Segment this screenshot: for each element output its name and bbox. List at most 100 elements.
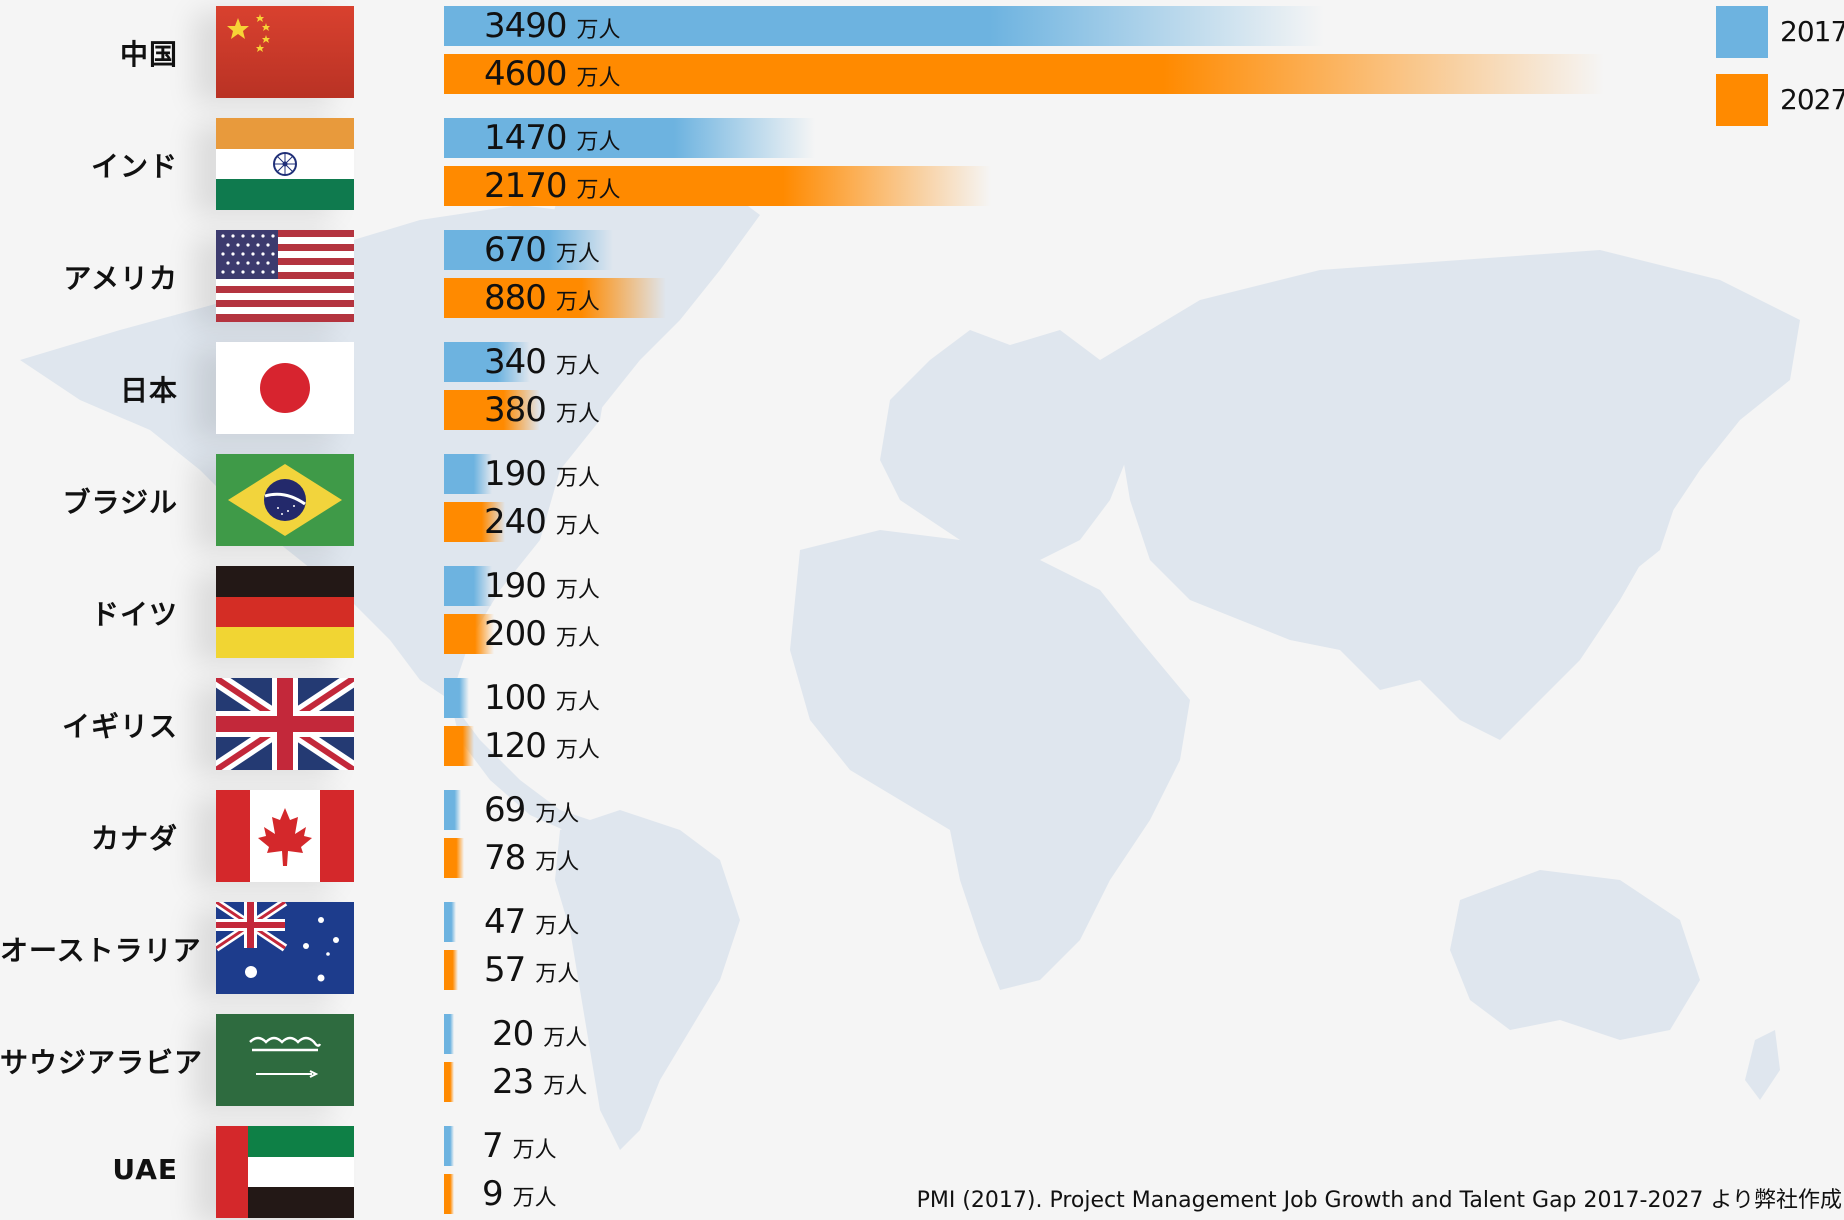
value-unit: 万人 (535, 962, 580, 987)
value-number: 240 (484, 502, 547, 542)
saudi-arabia-flag (216, 1014, 354, 1106)
bar-2027-6 (444, 614, 495, 654)
source-caption: PMI (2017). Project Management Job Growt… (916, 1188, 1842, 1213)
bar-2027-7 (444, 726, 475, 766)
value-number: 47 (484, 902, 526, 942)
value-label-2017-7: 100 万人 (484, 678, 600, 718)
value-unit: 万人 (555, 354, 600, 379)
africa-landmass (790, 530, 1190, 990)
germany-flag (216, 566, 354, 658)
india-flag (216, 118, 354, 210)
value-unit: 万人 (576, 130, 621, 155)
bar-2017-8 (444, 790, 462, 830)
value-unit: 万人 (555, 466, 600, 491)
value-label-2017-10: 20 万人 (492, 1014, 587, 1054)
value-label-2027-7: 120 万人 (484, 726, 600, 766)
bar-2017-3 (444, 230, 613, 270)
new-zealand-landmass (1745, 1030, 1780, 1100)
japan-flag (216, 342, 354, 434)
country-label: ブラジル (62, 486, 178, 519)
value-number: 69 (484, 790, 526, 830)
value-label-2027-8: 78 万人 (484, 838, 579, 878)
country-label: オーストラリア (0, 934, 202, 967)
japan-landmass (1630, 470, 1675, 570)
value-number: 670 (484, 230, 547, 270)
value-unit: 万人 (555, 690, 600, 715)
central-america-landmass (450, 700, 590, 835)
bar-2027-2 (444, 166, 992, 206)
country-label: インド (90, 150, 178, 183)
uae-flag (216, 1126, 354, 1218)
value-number: 7 (482, 1126, 504, 1166)
value-label-2017-5: 190 万人 (484, 454, 600, 494)
country-label: ドイツ (90, 598, 178, 631)
canada-flag (216, 790, 354, 882)
value-number: 1470 (484, 118, 568, 158)
country-label: 日本 (119, 374, 178, 407)
legend-label-2027: 2027 (1780, 83, 1844, 116)
bar-2017-4 (444, 342, 530, 382)
value-number: 23 (492, 1062, 534, 1102)
value-label-2017-9: 47 万人 (484, 902, 579, 942)
legend-swatch-2027 (1716, 74, 1768, 126)
value-label-2027-3: 880 万人 (484, 278, 600, 318)
north-america-landmass (20, 195, 720, 700)
country-label: イギリス (61, 710, 178, 743)
value-unit: 万人 (535, 802, 580, 827)
country-label: 中国 (119, 38, 178, 71)
value-unit: 万人 (512, 1138, 557, 1163)
value-number: 3490 (484, 6, 568, 46)
value-number: 190 (484, 566, 547, 606)
value-label-2017-4: 340 万人 (484, 342, 600, 382)
value-unit: 万人 (576, 66, 621, 91)
value-unit: 万人 (512, 1186, 557, 1211)
value-label-2027-1: 4600 万人 (484, 54, 621, 94)
value-unit: 万人 (535, 914, 580, 939)
value-number: 340 (484, 342, 547, 382)
value-unit: 万人 (576, 18, 621, 43)
value-label-2027-11: 9 万人 (482, 1174, 557, 1214)
value-unit: 万人 (555, 290, 600, 315)
bar-2017-6 (444, 566, 492, 606)
value-label-2017-1: 3490 万人 (484, 6, 621, 46)
bar-2027-4 (444, 390, 540, 430)
bar-2017-7 (444, 678, 470, 718)
uk-flag (216, 678, 354, 770)
bar-2017-11 (444, 1126, 454, 1166)
value-number: 9 (482, 1174, 504, 1214)
value-unit: 万人 (555, 626, 600, 651)
south-america-landmass (555, 810, 740, 1150)
value-label-2027-4: 380 万人 (484, 390, 600, 430)
value-number: 4600 (484, 54, 568, 94)
value-number: 190 (484, 454, 547, 494)
bar-2017-5 (444, 454, 492, 494)
value-number: 57 (484, 950, 526, 990)
bar-2027-9 (444, 950, 459, 990)
value-unit: 万人 (576, 178, 621, 203)
value-unit: 万人 (535, 850, 580, 875)
bar-2027-5 (444, 502, 505, 542)
australia-landmass (1450, 870, 1700, 1040)
legend-swatch-2017 (1716, 6, 1768, 58)
bar-2027-10 (444, 1062, 454, 1102)
value-number: 78 (484, 838, 526, 878)
bar-2017-2 (444, 118, 815, 158)
value-label-2017-6: 190 万人 (484, 566, 600, 606)
value-unit: 万人 (555, 738, 600, 763)
value-unit: 万人 (543, 1074, 588, 1099)
value-number: 120 (484, 726, 547, 766)
asia-landmass (1100, 250, 1800, 740)
value-number: 100 (484, 678, 547, 718)
value-label-2017-3: 670 万人 (484, 230, 600, 270)
value-label-2017-11: 7 万人 (482, 1126, 557, 1166)
bar-2027-1 (444, 54, 1604, 94)
brazil-flag (216, 454, 354, 546)
country-label: サウジアラビア (0, 1046, 204, 1079)
value-number: 380 (484, 390, 547, 430)
value-number: 200 (484, 614, 547, 654)
value-unit: 万人 (555, 402, 600, 427)
bar-2027-11 (444, 1174, 454, 1214)
country-label: アメリカ (63, 262, 178, 295)
